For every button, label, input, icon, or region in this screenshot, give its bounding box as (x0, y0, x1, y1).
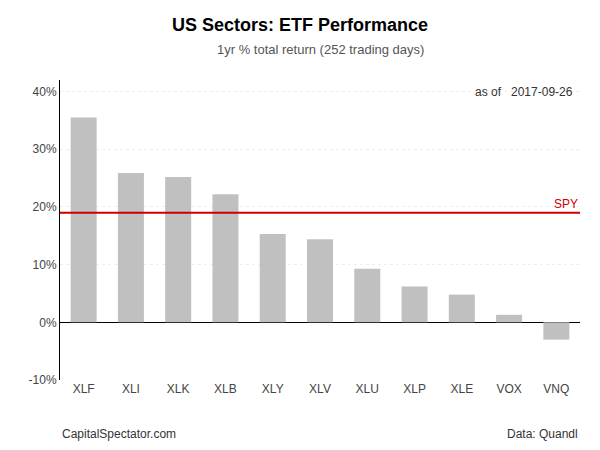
svg-text:0%: 0% (39, 316, 57, 330)
svg-text:20%: 20% (33, 200, 57, 214)
svg-text:-10%: -10% (29, 373, 57, 387)
svg-text:XLB: XLB (214, 382, 237, 396)
svg-text:XLK: XLK (167, 382, 190, 396)
svg-text:CapitalSpectator.com: CapitalSpectator.com (62, 427, 176, 441)
svg-text:XLP: XLP (403, 382, 426, 396)
svg-text:XLV: XLV (309, 382, 331, 396)
svg-text:VNQ: VNQ (543, 382, 569, 396)
svg-text:1yr % total return (252 tradin: 1yr % total return (252 trading days) (217, 42, 424, 57)
svg-text:VOX: VOX (496, 382, 521, 396)
svg-text:40%: 40% (33, 85, 57, 99)
svg-text:Data: Quandl: Data: Quandl (507, 427, 578, 441)
svg-text:XLE: XLE (450, 382, 473, 396)
svg-text:SPY: SPY (554, 197, 578, 211)
svg-text:XLF: XLF (73, 382, 95, 396)
svg-text:XLI: XLI (122, 382, 140, 396)
svg-text:US Sectors: ETF Performance: US Sectors: ETF Performance (172, 15, 428, 35)
svg-text:as of 2017-09-26: as of 2017-09-26 (475, 85, 573, 99)
svg-text:XLY: XLY (262, 382, 284, 396)
svg-text:10%: 10% (33, 258, 57, 272)
svg-text:30%: 30% (33, 142, 57, 156)
svg-text:XLU: XLU (356, 382, 379, 396)
